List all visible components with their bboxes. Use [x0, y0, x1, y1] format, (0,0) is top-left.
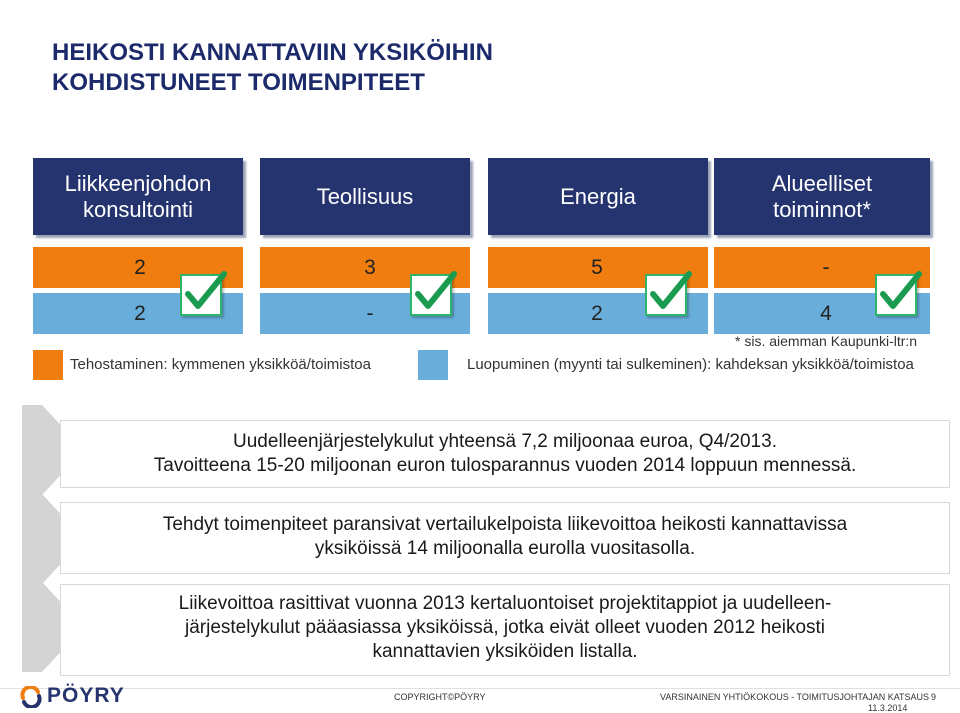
point-box-1	[60, 420, 950, 488]
check-icon	[180, 271, 227, 316]
column-header-regional: Alueelliset toiminnot*	[714, 158, 930, 235]
header-text-3: Energia	[560, 183, 636, 209]
check-icon	[410, 271, 457, 316]
point-3-line-2: järjestelykulut pääasiassa yksiköissä, j…	[184, 617, 826, 638]
point-box-2	[60, 502, 950, 574]
footer-copyright: COPYRIGHT©PÖYRY	[394, 692, 486, 702]
poyry-logo: PÖYRY	[20, 684, 145, 708]
point-text-3: Liikevoittoa rasittivat vuonna 2013 kert…	[70, 592, 940, 664]
point-1-line-1: Uudelleenjärjestelykulut yhteensä 7,2 mi…	[233, 431, 777, 452]
orange-value-industry: 3	[364, 255, 376, 279]
header-text-4b: toiminnot*	[773, 196, 871, 222]
chevron-right-icon	[22, 494, 84, 584]
footer-date: 11.3.2014	[868, 703, 908, 713]
blue-value-industry: -	[366, 301, 374, 325]
page-title: HEIKOSTI KANNATTAVIIN YKSIKÖIHIN KOHDIST…	[52, 38, 652, 98]
header-text-2: Teollisuus	[316, 183, 414, 209]
legend-swatch-orange	[33, 350, 63, 380]
footer-page-number: 9	[931, 692, 937, 702]
logo-text: PÖYRY	[47, 684, 125, 707]
blue-value-regional: 4	[820, 301, 832, 325]
point-2-line-2: yksiköissä 14 miljoonalla eurolla vuosit…	[314, 538, 696, 559]
column-header-energy: Energia	[488, 158, 708, 235]
title-line-1: HEIKOSTI KANNATTAVIIN YKSIKÖIHIN	[52, 39, 493, 66]
footer-divider	[0, 688, 960, 689]
check-icon	[645, 271, 692, 316]
footer-event: VARSINAINEN YHTIÖKOKOUS - TOIMITUSJOHTAJ…	[660, 692, 930, 702]
point-text-2: Tehdyt toimenpiteet paransivat vertailuk…	[70, 513, 940, 561]
title-line-2: KOHDISTUNEET TOIMENPITEET	[52, 69, 425, 96]
blue-value-energy: 2	[591, 301, 603, 325]
legend-swatch-blue	[418, 350, 448, 380]
orange-value-regional: -	[822, 255, 830, 279]
column-header-industry: Teollisuus	[260, 158, 470, 235]
legend-label-orange: Tehostaminen: kymmenen yksikköä/toimisto…	[70, 356, 371, 373]
orange-value-consulting: 2	[134, 255, 146, 279]
point-1-line-2: Tavoitteena 15-20 miljoonan euron tulosp…	[153, 455, 857, 476]
column-header-consulting: Liikkeenjohdon konsultointi	[33, 158, 243, 235]
header-text-1a: Liikkeenjohdon	[64, 170, 212, 196]
header-text-1b: konsultointi	[82, 196, 194, 222]
poyry-logo-icon	[20, 686, 42, 708]
footnote: * sis. aiemman Kaupunki-ltr:n	[735, 333, 918, 349]
chevron-right-icon	[22, 405, 84, 495]
legend-label-blue: Luopuminen (myynti tai sulkeminen): kahd…	[467, 356, 914, 373]
orange-value-energy: 5	[591, 255, 603, 279]
point-box-3	[60, 584, 950, 676]
header-text-4a: Alueelliset	[771, 170, 873, 196]
point-text-1: Uudelleenjärjestelykulut yhteensä 7,2 mi…	[70, 430, 940, 478]
check-icon	[875, 271, 922, 316]
point-3-line-3: kannattavien yksiköiden listalla.	[372, 641, 638, 662]
blue-value-consulting: 2	[134, 301, 146, 325]
chevron-right-icon	[22, 582, 84, 672]
point-3-line-1: Liikevoittoa rasittivat vuonna 2013 kert…	[178, 593, 832, 614]
point-2-line-1: Tehdyt toimenpiteet paransivat vertailuk…	[162, 514, 848, 535]
